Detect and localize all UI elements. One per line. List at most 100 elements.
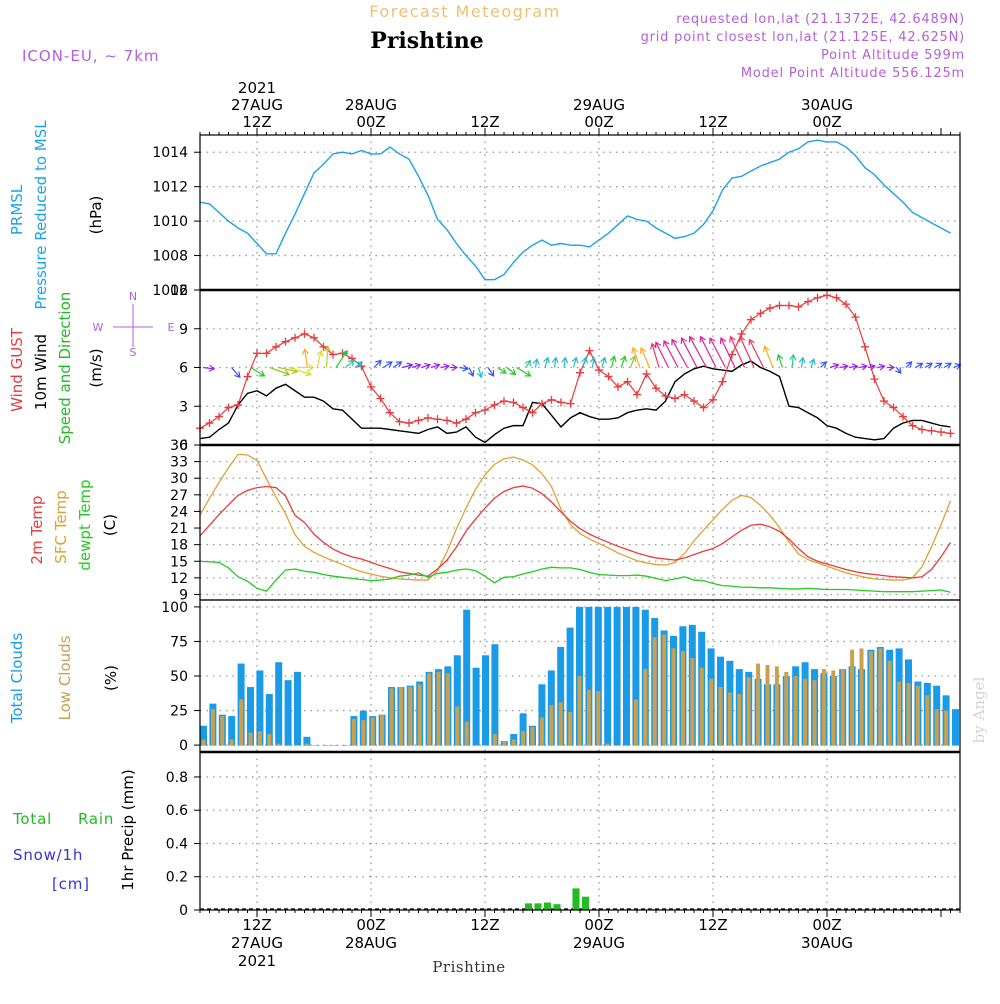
wind-direction-arrow [943, 362, 952, 369]
low-cloud-bar [934, 709, 939, 746]
total-cloud-bar [604, 606, 612, 746]
gust-marker [281, 337, 290, 346]
series-prmsl-line [199, 139, 951, 281]
low-cloud-bar [577, 676, 582, 746]
low-cloud-bar [455, 706, 460, 746]
wind-direction-arrow [497, 367, 507, 374]
wind-direction-arrow [680, 337, 698, 368]
gust-marker [509, 398, 518, 407]
bottom-time-label: 28AUG [345, 934, 397, 952]
gust-marker [794, 302, 803, 311]
gust-marker [709, 395, 717, 404]
top-time-label: 00Z [356, 113, 385, 131]
wind-direction-arrow [649, 342, 660, 368]
low-cloud-bar [850, 649, 855, 746]
bottom-time-label: 00Z [812, 916, 841, 934]
low-cloud-bar [380, 714, 385, 746]
precip-bar [582, 896, 589, 910]
panel-frame [199, 134, 961, 291]
total-cloud-bar [491, 644, 499, 746]
series-sfc-temp-line [199, 453, 952, 581]
wind-direction-arrow [421, 362, 432, 370]
wind-direction-arrow [440, 363, 451, 371]
wind-direction-arrow [459, 364, 470, 372]
wind-direction-arrow [848, 363, 859, 371]
wind-direction-arrow [324, 345, 332, 368]
wind-direction-arrow [639, 346, 651, 368]
gust-marker [680, 390, 689, 399]
gust-marker [652, 384, 660, 393]
low-cloud-bar [257, 731, 262, 746]
clouds-label-total: Total Clouds [8, 633, 26, 725]
low-cloud-bar [887, 660, 892, 746]
wind-direction-arrow [631, 346, 641, 368]
low-cloud-bar [812, 680, 817, 746]
wind-direction-arrow [354, 361, 363, 368]
gust-marker [272, 342, 280, 351]
wind-direction-arrow [383, 361, 393, 368]
low-cloud-bar [220, 716, 225, 746]
total-cloud-bar [275, 662, 283, 746]
total-cloud-bar [200, 725, 207, 746]
precip-bar [553, 904, 561, 910]
low-cloud-bar [295, 745, 300, 746]
wind-direction-arrow [820, 361, 827, 368]
ytick-label: 27 [170, 488, 188, 504]
wind-direction-arrow [620, 355, 627, 368]
total-cloud-bar [284, 680, 292, 746]
ytick-label: 1012 [152, 180, 188, 196]
gust-marker [538, 399, 546, 408]
gust-marker [319, 342, 328, 351]
precip-label-cm: [cm] [52, 875, 90, 893]
bottom-time-label: 2021 [238, 952, 276, 970]
total-cloud-bar [519, 713, 527, 746]
ytick-label: 9 [179, 587, 188, 603]
total-cloud-bar [303, 736, 311, 746]
gust-marker [386, 408, 394, 417]
low-cloud-bar [502, 740, 507, 746]
ytick-label: 0 [179, 903, 188, 919]
ytick-label: 12 [170, 283, 188, 299]
wind-direction-arrow [776, 353, 784, 368]
low-cloud-bar [408, 687, 413, 746]
low-cloud-bar [596, 691, 601, 746]
top-time-label: 12Z [242, 113, 271, 131]
precip-bar [534, 903, 542, 910]
gust-marker [937, 428, 945, 437]
gust-marker [832, 293, 841, 302]
ytick-label: 18 [170, 538, 188, 554]
top-time-label: 30AUG [801, 96, 853, 114]
gust-marker [310, 333, 318, 342]
wind-direction-arrow [738, 335, 755, 368]
wind-direction-arrow [729, 335, 746, 368]
wind-direction-arrow [709, 337, 727, 368]
low-cloud-bar [878, 648, 883, 746]
ytick-label: 3 [179, 399, 188, 415]
low-cloud-bar [624, 745, 629, 746]
low-cloud-bar [333, 745, 338, 746]
requested-coords: requested lon,lat (21.1372E, 42.6489N) [676, 12, 965, 27]
low-cloud-bar [699, 667, 704, 746]
low-cloud-bar [436, 671, 441, 746]
low-cloud-bar [718, 687, 723, 746]
gust-marker [329, 350, 337, 359]
wind-direction-arrow [887, 363, 896, 372]
low-cloud-bar [652, 637, 657, 746]
low-cloud-bar [605, 743, 610, 746]
ytick-label: 25 [170, 704, 188, 720]
precip-bar [525, 903, 532, 910]
wind-direction-arrow [663, 339, 679, 368]
gust-marker [443, 416, 451, 425]
low-cloud-bar [840, 669, 845, 746]
gust-marker [253, 349, 261, 358]
low-cloud-bar [868, 651, 873, 746]
model-label: ICON-EU, ~ 7km [22, 47, 160, 65]
ytick-label: 0.6 [166, 803, 188, 819]
low-cloud-bar [323, 745, 328, 746]
wind-label-10m: 10m Wind [32, 334, 50, 410]
low-cloud-bar [671, 648, 676, 746]
gust-marker [490, 400, 499, 409]
total-cloud-bar [566, 627, 574, 746]
precip-label-rain: Rain [78, 810, 114, 828]
